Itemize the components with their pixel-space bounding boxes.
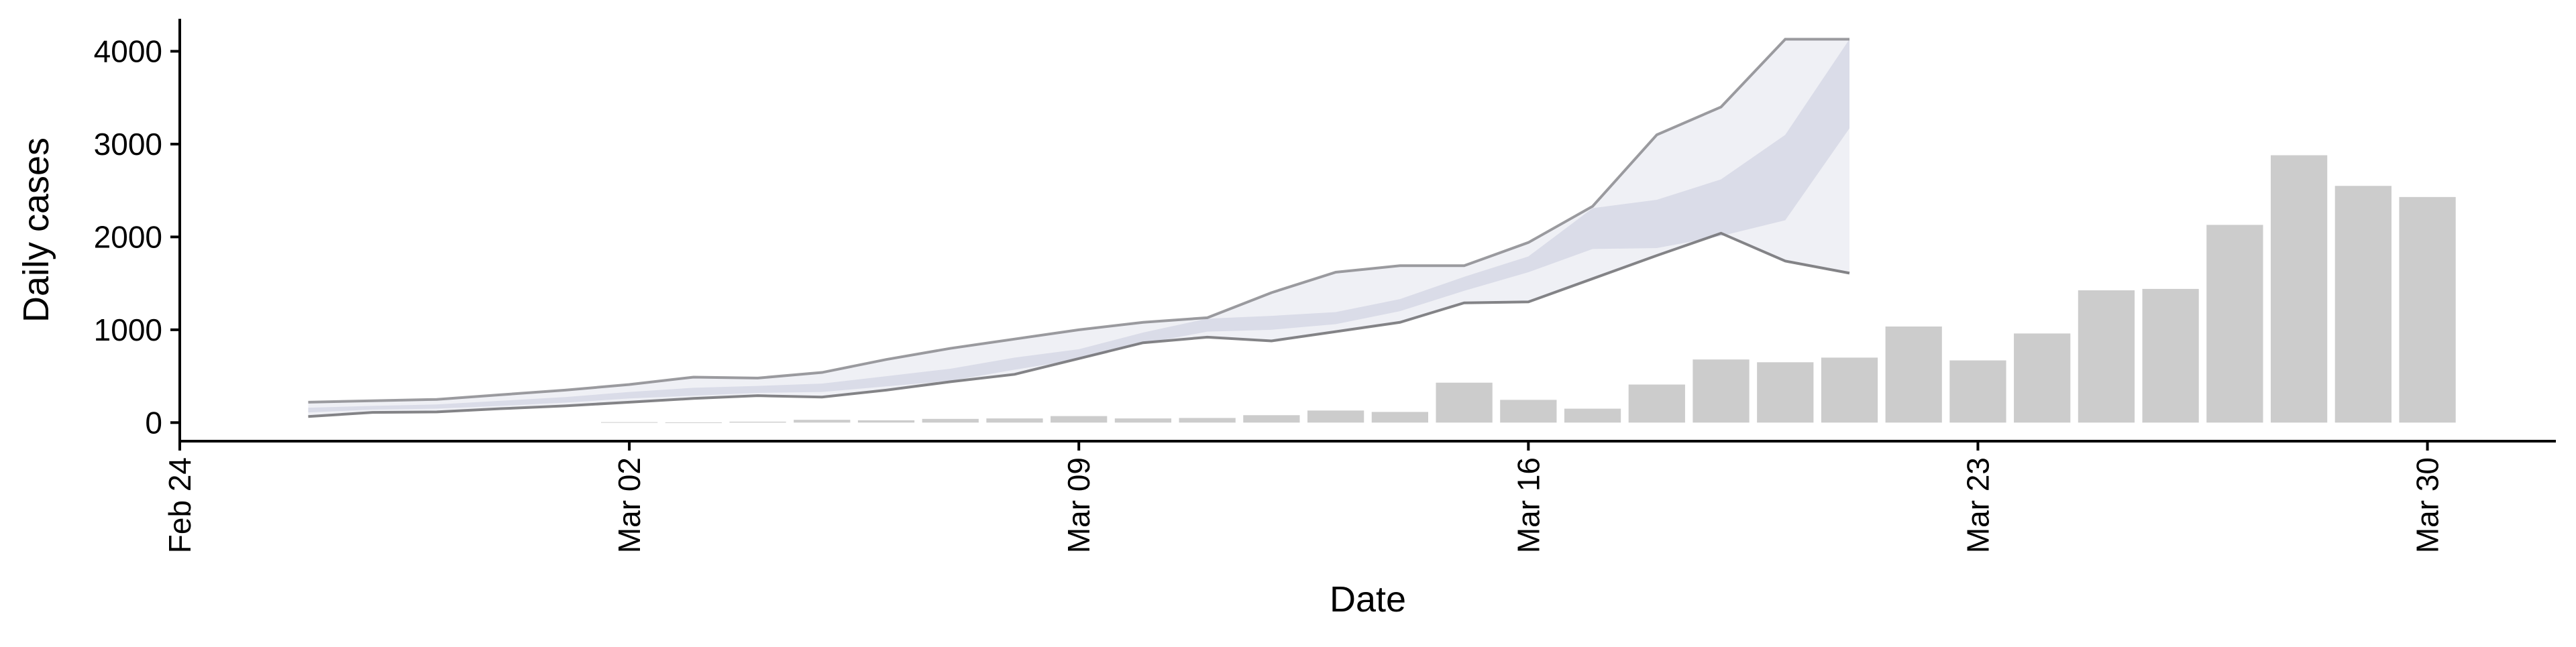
y-tick-label: 0	[145, 405, 162, 440]
bar	[1243, 415, 1300, 423]
x-tick-label: Mar 30	[2410, 457, 2445, 553]
bar	[1436, 382, 1493, 423]
bar	[2334, 186, 2392, 423]
axis-layer	[178, 19, 2556, 443]
y-tick-label: 1000	[94, 312, 162, 347]
bar	[2014, 333, 2071, 423]
y-tick-label: 3000	[94, 127, 162, 162]
x-tick-layer: Feb 24 Mar 02 Mar 09 Mar 16 Mar 23 Mar 30	[162, 441, 2445, 553]
bar	[2142, 288, 2199, 423]
bar	[1757, 362, 1814, 423]
bar	[1821, 357, 1878, 423]
bar-layer	[600, 155, 2456, 424]
bar	[665, 422, 722, 424]
forecast-band-inner	[308, 39, 1849, 413]
bar	[1179, 418, 1236, 423]
bar	[1628, 384, 1685, 423]
y-axis-title: Daily cases	[16, 137, 56, 322]
bar	[922, 418, 979, 423]
bar	[794, 420, 851, 423]
x-tick-label: Mar 23	[1960, 457, 1995, 553]
bar	[986, 418, 1043, 423]
forecast-band-layer	[308, 38, 1850, 418]
x-tick-label: Feb 24	[162, 457, 197, 553]
bar	[600, 422, 658, 423]
x-axis-title: Date	[1330, 579, 1406, 620]
bar	[1693, 359, 1750, 423]
bar	[2399, 196, 2456, 423]
bar	[2078, 290, 2135, 423]
y-tick-label: 2000	[94, 219, 162, 254]
bar	[1949, 360, 2006, 423]
forecast-lower-line	[308, 231, 1850, 418]
bar	[2270, 155, 2328, 423]
x-tick-label: Mar 16	[1511, 457, 1546, 553]
y-tick-label: 4000	[94, 34, 162, 68]
bar	[2206, 225, 2263, 423]
bar	[1885, 327, 1942, 423]
bar	[1500, 400, 1557, 423]
bar	[1564, 408, 1621, 423]
x-tick-label: Mar 02	[612, 457, 647, 553]
bar	[1051, 416, 1108, 423]
bar	[1371, 412, 1428, 423]
forecast-band-outer	[308, 39, 1849, 417]
forecast-upper-line	[308, 38, 1849, 404]
y-tick-layer: 0 1000 2000 3000 4000	[94, 34, 180, 440]
bar	[857, 420, 915, 423]
bar	[1114, 418, 1172, 423]
bar	[1307, 410, 1364, 423]
x-tick-label: Mar 09	[1061, 457, 1096, 553]
